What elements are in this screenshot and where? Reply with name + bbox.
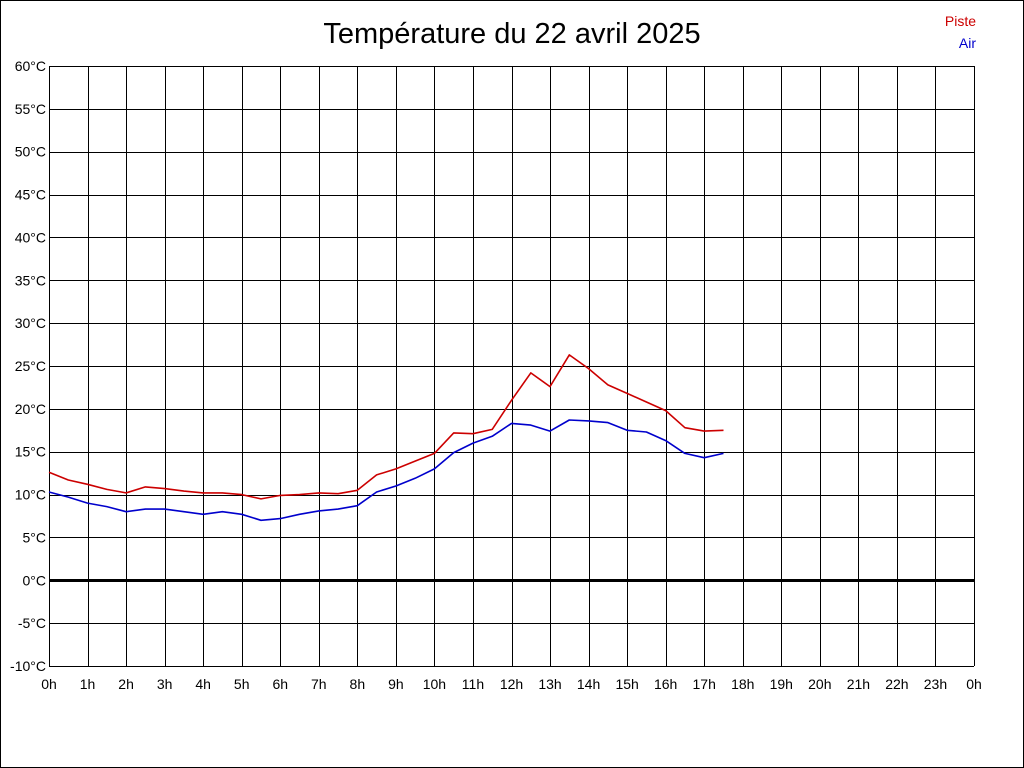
- legend-air: Air: [958, 35, 976, 51]
- x-tick-label: 9h: [388, 676, 404, 692]
- x-tick-label: 8h: [350, 676, 366, 692]
- x-tick-label: 17h: [693, 676, 716, 692]
- y-tick-label: 30°C: [15, 315, 46, 331]
- series-line-air: [48, 419, 724, 522]
- x-tick-label: 10h: [423, 676, 446, 692]
- x-tick-label: 0h: [41, 676, 57, 692]
- x-tick-label: 0h: [966, 676, 982, 692]
- y-tick-label: 45°C: [15, 187, 46, 203]
- x-tick-label: 21h: [847, 676, 870, 692]
- y-tick-label: 60°C: [15, 58, 46, 74]
- x-tick-label: 14h: [577, 676, 600, 692]
- x-tick-label: 19h: [770, 676, 793, 692]
- x-tick-label: 13h: [538, 676, 561, 692]
- y-tick-label: -5°C: [18, 615, 46, 631]
- y-tick-label: 15°C: [15, 444, 46, 460]
- x-tick-label: 4h: [195, 676, 211, 692]
- x-tick-label: 20h: [808, 676, 831, 692]
- x-tick-label: 11h: [462, 676, 484, 692]
- y-tick-label: 40°C: [15, 229, 46, 245]
- x-tick-label: 18h: [731, 676, 754, 692]
- x-tick-label: 5h: [234, 676, 250, 692]
- series-line-piste: [48, 354, 724, 500]
- y-tick-label: 5°C: [23, 529, 47, 545]
- x-tick-label: 23h: [924, 676, 947, 692]
- y-tick-label: 55°C: [15, 101, 46, 117]
- x-tick-label: 3h: [157, 676, 173, 692]
- y-tick-label: 10°C: [15, 487, 46, 503]
- legend-piste: Piste: [944, 13, 976, 29]
- y-tick-label: 50°C: [15, 144, 46, 160]
- x-tick-label: 12h: [500, 676, 523, 692]
- x-tick-label: 7h: [311, 676, 327, 692]
- x-tick-label: 15h: [615, 676, 638, 692]
- x-tick-label: 2h: [118, 676, 134, 692]
- y-tick-label: 0°C: [23, 572, 47, 588]
- y-tick-label: 35°C: [15, 272, 46, 288]
- x-tick-label: 6h: [272, 676, 288, 692]
- x-tick-label: 1h: [80, 676, 96, 692]
- x-tick-label: 16h: [654, 676, 677, 692]
- y-tick-label: 25°C: [15, 358, 46, 374]
- y-tick-label: 20°C: [15, 401, 46, 417]
- y-tick-label: -10°C: [10, 658, 46, 674]
- chart-title: Température du 22 avril 2025: [323, 18, 701, 50]
- x-tick-label: 22h: [885, 676, 908, 692]
